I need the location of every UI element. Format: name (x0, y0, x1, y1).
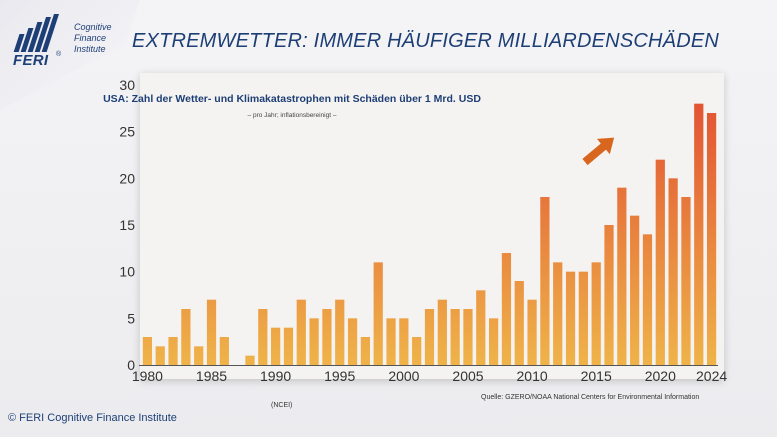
bar-2023 (694, 103, 704, 366)
bar-1996 (347, 318, 358, 365)
logo-text: FERI (13, 52, 49, 69)
feri-logo: FERI ® Cognitive Finance Institute (12, 12, 132, 78)
y-tick-label: 30 (119, 77, 135, 93)
x-tick-label: 2000 (388, 368, 419, 384)
x-tick-label: 2010 (517, 368, 548, 384)
bar-2003 (437, 299, 447, 365)
bar-1988 (245, 355, 255, 365)
bar-1993 (309, 318, 319, 365)
bar-2005 (463, 309, 473, 365)
bar-1984 (194, 346, 204, 365)
bar-1985 (206, 299, 217, 365)
bar-1994 (322, 309, 332, 365)
bar-1992 (296, 299, 306, 365)
y-tick-label: 0 (127, 357, 135, 373)
bar-1990 (271, 327, 281, 365)
bar-1983 (181, 309, 191, 365)
source-ncei: (NCEI) (271, 402, 293, 409)
bar-2011 (540, 197, 550, 365)
y-tick-label: 20 (119, 170, 135, 186)
y-tick-label: 25 (119, 124, 135, 140)
logo-subtitle: Cognitive Finance Institute (74, 22, 112, 54)
bar-2004 (450, 309, 460, 365)
source-note: Quelle: GZERO/NOAA National Centers for … (481, 394, 700, 401)
logo-bars-icon (13, 14, 59, 52)
bar-2006 (476, 290, 486, 365)
x-tick-label: 2024 (696, 368, 727, 384)
chart-subtitle: – pro Jahr; inflationsbereinigt – (247, 112, 337, 119)
chart-title: USA: Zahl der Wetter- und Klimakatastrop… (103, 93, 481, 105)
bar-2002 (424, 309, 435, 365)
y-tick-label: 5 (127, 310, 135, 326)
bar-2017 (617, 187, 627, 365)
x-tick-label: 2005 (452, 368, 483, 384)
bar-2012 (553, 262, 563, 365)
bar-1995 (335, 299, 345, 365)
y-tick-label: 15 (119, 217, 135, 233)
x-tick-label: 1995 (324, 368, 355, 384)
x-tick-label: 2020 (645, 368, 676, 384)
bar-2018 (630, 215, 640, 365)
bar-1989 (258, 309, 268, 365)
page-title: EXTREMWETTER: IMMER HÄUFIGER MILLIARDENS… (132, 30, 720, 52)
bar-2019 (642, 234, 653, 365)
y-tick-label: 10 (119, 264, 135, 280)
bar-1999 (386, 318, 396, 365)
bar-1981 (155, 346, 165, 365)
bar-2013 (565, 271, 576, 365)
bar-2007 (489, 318, 499, 365)
bar-1997 (360, 337, 370, 365)
x-tick-label: 2015 (581, 368, 612, 384)
bar-2024 (706, 113, 717, 365)
bar-2008 (501, 253, 512, 365)
logo-registered-mark: ® (56, 51, 62, 58)
bar-1982 (168, 337, 178, 365)
x-tick-label: 1980 (132, 368, 163, 384)
bar-2010 (527, 299, 537, 365)
x-tick-label: 1985 (196, 368, 227, 384)
bar-2000 (399, 318, 409, 365)
trend-arrow-icon (582, 137, 615, 166)
bar-1980 (142, 337, 153, 365)
bar-2009 (514, 281, 524, 365)
x-tick-label: 1990 (260, 368, 291, 384)
bar-1998 (373, 262, 383, 365)
bar-2016 (604, 225, 614, 365)
bar-2001 (412, 337, 422, 365)
bar-1991 (283, 327, 294, 365)
bar-2015 (591, 262, 601, 365)
bar-2021 (668, 178, 678, 365)
bar-2020 (655, 159, 665, 365)
bar-1986 (219, 337, 229, 365)
bar-2014 (578, 271, 588, 365)
bar-2022 (681, 197, 691, 365)
copyright: © FERI Cognitive Finance Institute (8, 412, 177, 424)
